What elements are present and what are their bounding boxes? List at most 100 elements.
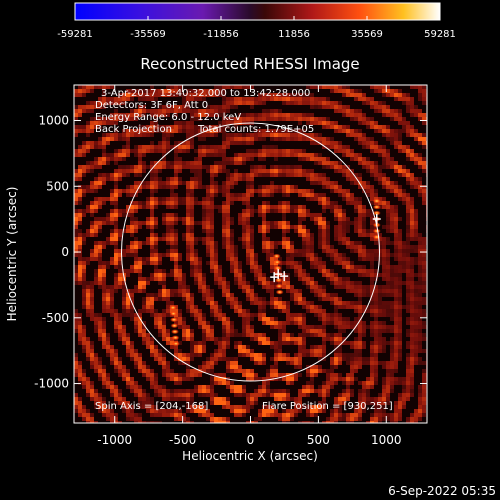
heatmap-cell — [110, 389, 114, 393]
heatmap-cell — [226, 109, 230, 113]
heatmap-cell — [214, 273, 218, 277]
heatmap-cell — [166, 113, 170, 117]
heatmap-cell — [410, 369, 414, 373]
heatmap-cell — [214, 193, 218, 197]
heatmap-cell — [174, 177, 178, 181]
heatmap-cell — [90, 209, 94, 213]
heatmap-cell — [366, 193, 370, 197]
heatmap-cell — [290, 173, 294, 177]
heatmap-cell — [294, 397, 298, 401]
heatmap-cell — [246, 229, 250, 233]
heatmap-cell — [418, 393, 422, 397]
heatmap-cell — [270, 189, 274, 193]
heatmap-cell — [322, 209, 326, 213]
heatmap-cell — [210, 93, 214, 97]
heatmap-cell — [74, 153, 78, 157]
heatmap-cell — [382, 253, 386, 257]
heatmap-cell — [282, 189, 286, 193]
heatmap-cell — [82, 241, 86, 245]
heatmap-cell — [302, 385, 306, 389]
heatmap-cell — [134, 389, 138, 393]
heatmap-cell — [394, 305, 398, 309]
heatmap-cell — [106, 197, 110, 201]
annotation-spin-axis: Spin Axis = [204,-168] — [95, 401, 208, 412]
heatmap-cell — [170, 389, 174, 393]
heatmap-cell — [294, 365, 298, 369]
heatmap-cell — [150, 201, 154, 205]
heatmap-cell — [82, 417, 86, 421]
heatmap-cell — [318, 261, 322, 265]
heatmap-cell — [250, 153, 254, 157]
heatmap-cell — [106, 213, 110, 217]
heatmap-cell — [282, 113, 286, 117]
heatmap-cell — [410, 393, 414, 397]
heatmap-cell — [350, 193, 354, 197]
heatmap-cell — [218, 285, 222, 289]
heatmap-cell — [206, 321, 210, 325]
heatmap-cell — [106, 221, 110, 225]
heatmap-cell — [410, 265, 414, 269]
heatmap-cell — [274, 117, 278, 121]
heatmap-cell — [370, 197, 374, 201]
heatmap-cell — [390, 265, 394, 269]
heatmap-cell — [290, 341, 294, 345]
heatmap-cell — [242, 229, 246, 233]
heatmap-cell — [150, 181, 154, 185]
heatmap-cell — [406, 265, 410, 269]
heatmap-cell — [366, 389, 370, 393]
heatmap-cell — [282, 389, 286, 393]
heatmap-cell — [150, 233, 154, 237]
heatmap-cell — [362, 221, 366, 225]
heatmap-cell — [406, 213, 410, 217]
heatmap-cell — [354, 201, 358, 205]
heatmap-cell — [262, 233, 266, 237]
heatmap-cell — [138, 321, 142, 325]
heatmap-cell — [174, 173, 178, 177]
heatmap-cell — [206, 129, 210, 133]
heatmap-cell — [274, 109, 278, 113]
heatmap-cell — [394, 137, 398, 141]
heatmap-cell — [222, 293, 226, 297]
heatmap-cell — [246, 329, 250, 333]
heatmap-cell — [274, 173, 278, 177]
heatmap-cell — [222, 417, 226, 421]
heatmap-cell — [342, 233, 346, 237]
heatmap-cell — [414, 293, 418, 297]
heatmap-cell — [394, 321, 398, 325]
heatmap-cell — [82, 337, 86, 341]
heatmap-cell — [358, 117, 362, 121]
heatmap-cell — [398, 141, 402, 145]
heatmap-cell — [414, 133, 418, 137]
heatmap-cell — [158, 409, 162, 413]
heatmap-cell — [154, 185, 158, 189]
heatmap-cell — [106, 261, 110, 265]
heatmap-cell — [206, 241, 210, 245]
heatmap-cell — [290, 189, 294, 193]
heatmap-cell — [422, 253, 426, 257]
heatmap-cell — [414, 361, 418, 365]
heatmap-cell — [314, 161, 318, 165]
heatmap-cell — [402, 381, 406, 385]
heatmap-cell — [338, 301, 342, 305]
heatmap-cell — [406, 217, 410, 221]
heatmap-cell — [402, 265, 406, 269]
heatmap-cell — [170, 369, 174, 373]
heatmap-cell — [122, 289, 126, 293]
heatmap-cell — [202, 185, 206, 189]
heatmap-cell — [134, 89, 138, 93]
heatmap-cell — [362, 405, 366, 409]
heatmap-cell — [354, 353, 358, 357]
heatmap-cell — [266, 169, 270, 173]
heatmap-cell — [134, 129, 138, 133]
heatmap-cell — [362, 393, 366, 397]
colorbar-tick-label: -59281 — [57, 29, 92, 40]
heatmap-cell — [314, 213, 318, 217]
heatmap-cell — [390, 217, 394, 221]
heatmap-cell — [286, 225, 290, 229]
heatmap-cell — [174, 345, 178, 349]
heatmap-cell — [250, 181, 254, 185]
heatmap-cell — [186, 145, 190, 149]
heatmap-cell — [126, 253, 130, 257]
heatmap-cell — [278, 201, 282, 205]
heatmap-cell — [386, 257, 390, 261]
